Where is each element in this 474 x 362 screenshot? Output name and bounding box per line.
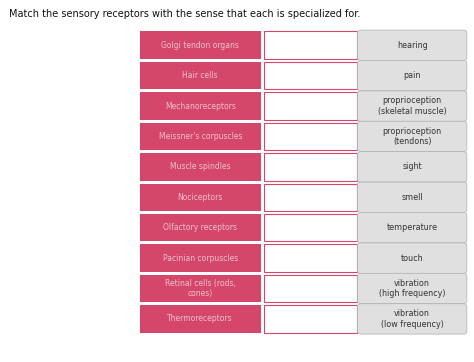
Text: Muscle spindles: Muscle spindles — [170, 163, 230, 171]
Text: Mechanoreceptors: Mechanoreceptors — [165, 102, 236, 110]
Text: pain: pain — [403, 71, 421, 80]
FancyBboxPatch shape — [140, 92, 261, 120]
Text: Hair cells: Hair cells — [182, 71, 218, 80]
FancyBboxPatch shape — [357, 273, 467, 304]
FancyBboxPatch shape — [264, 244, 357, 272]
FancyBboxPatch shape — [140, 62, 261, 89]
FancyBboxPatch shape — [140, 305, 261, 333]
FancyBboxPatch shape — [357, 243, 467, 273]
FancyBboxPatch shape — [264, 305, 357, 333]
Text: temperature: temperature — [387, 223, 438, 232]
Text: smell: smell — [401, 193, 423, 202]
FancyBboxPatch shape — [140, 184, 261, 211]
Text: vibration
(low frequency): vibration (low frequency) — [381, 309, 444, 329]
Text: proprioception
(tendons): proprioception (tendons) — [383, 127, 442, 146]
Text: Match the sensory receptors with the sense that each is specialized for.: Match the sensory receptors with the sen… — [9, 9, 361, 19]
Text: hearing: hearing — [397, 41, 428, 50]
Text: sight: sight — [402, 163, 422, 171]
FancyBboxPatch shape — [264, 92, 357, 120]
FancyBboxPatch shape — [140, 214, 261, 241]
FancyBboxPatch shape — [140, 244, 261, 272]
FancyBboxPatch shape — [264, 62, 357, 89]
FancyBboxPatch shape — [140, 153, 261, 181]
Text: Olfactory receptors: Olfactory receptors — [163, 223, 237, 232]
Text: Retinal cells (rods,
cones): Retinal cells (rods, cones) — [165, 279, 236, 298]
FancyBboxPatch shape — [357, 152, 467, 182]
Text: Golgi tendon organs: Golgi tendon organs — [161, 41, 239, 50]
FancyBboxPatch shape — [140, 31, 261, 59]
FancyBboxPatch shape — [264, 184, 357, 211]
FancyBboxPatch shape — [357, 91, 467, 121]
Text: Nociceptors: Nociceptors — [178, 193, 223, 202]
FancyBboxPatch shape — [140, 275, 261, 302]
FancyBboxPatch shape — [264, 214, 357, 241]
FancyBboxPatch shape — [357, 212, 467, 243]
FancyBboxPatch shape — [264, 153, 357, 181]
FancyBboxPatch shape — [357, 182, 467, 212]
Text: Meissner's corpuscles: Meissner's corpuscles — [158, 132, 242, 141]
FancyBboxPatch shape — [357, 304, 467, 334]
FancyBboxPatch shape — [264, 31, 357, 59]
FancyBboxPatch shape — [357, 30, 467, 60]
Text: proprioception
(skeletal muscle): proprioception (skeletal muscle) — [378, 96, 447, 116]
Text: Thermoreceptors: Thermoreceptors — [167, 315, 233, 323]
Text: Pacinian corpuscles: Pacinian corpuscles — [163, 254, 238, 262]
FancyBboxPatch shape — [357, 121, 467, 152]
FancyBboxPatch shape — [264, 123, 357, 150]
FancyBboxPatch shape — [140, 123, 261, 150]
Text: touch: touch — [401, 254, 423, 262]
FancyBboxPatch shape — [264, 275, 357, 302]
FancyBboxPatch shape — [357, 60, 467, 91]
Text: vibration
(high frequency): vibration (high frequency) — [379, 279, 446, 298]
